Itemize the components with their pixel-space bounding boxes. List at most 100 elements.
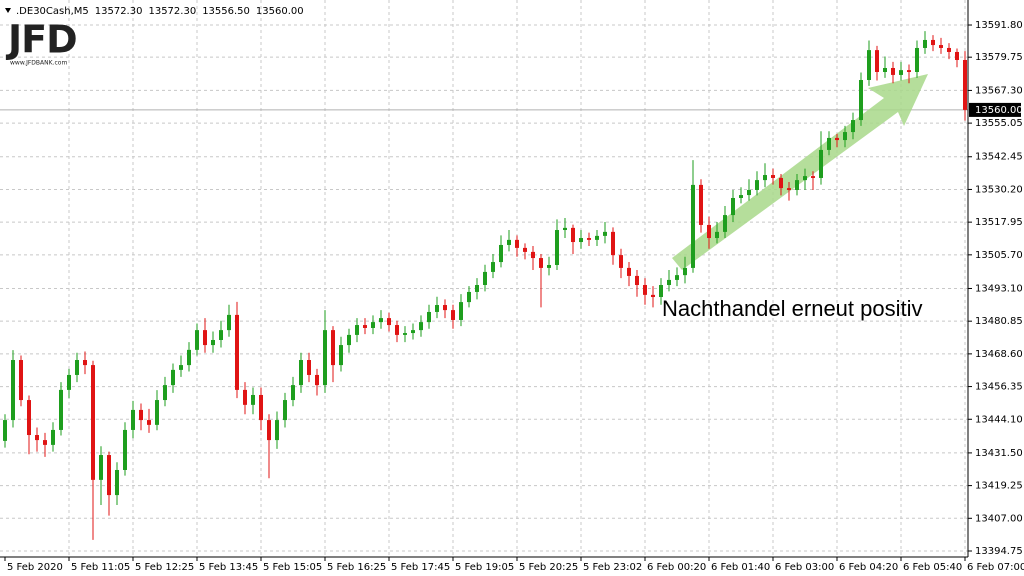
y-tick-label: 13480.85 (975, 316, 1023, 327)
y-tick-label: 13505.70 (975, 250, 1023, 261)
x-tick-label: 6 Feb 07:00 (967, 562, 1024, 573)
x-tick-label: 6 Feb 01:40 (711, 562, 770, 573)
candle-body (83, 360, 87, 366)
candle-body (371, 322, 375, 328)
candle-body (859, 80, 863, 121)
candle-body (611, 231, 615, 256)
candle-body (427, 311, 431, 323)
candle-body (931, 39, 935, 46)
candle-body (699, 184, 703, 225)
candle-body (331, 330, 335, 366)
candle-body (739, 195, 743, 198)
candle-body (899, 70, 903, 75)
candle-body (795, 180, 799, 190)
candle-body (851, 120, 855, 133)
candle-body (363, 325, 367, 328)
candle-body (179, 365, 183, 370)
candle-body (883, 67, 887, 72)
candle-body (19, 360, 23, 401)
candle-body (955, 51, 959, 60)
candle-body (499, 244, 503, 263)
candle-body (387, 318, 391, 326)
candle-body (51, 429, 55, 445)
candle-body (555, 230, 559, 265)
annotation: Nachthandel erneut positiv (662, 296, 923, 321)
x-tick-label: 5 Feb 12:25 (135, 562, 194, 573)
x-tick-label: 6 Feb 03:00 (775, 562, 834, 573)
candle-body (139, 409, 143, 421)
x-tick-label: 5 Feb 16:25 (327, 562, 386, 573)
symbol: .DE30Cash,M5 (16, 6, 89, 17)
candle-body (491, 262, 495, 272)
y-tick-label: 13407.00 (975, 513, 1023, 524)
header: .DE30Cash,M5 13572.30 13572.30 13556.50 1356… (16, 6, 304, 17)
candle-body (683, 267, 687, 276)
candle-body (643, 285, 647, 295)
y-tick-label: 13394.75 (975, 546, 1023, 557)
candle-body (571, 227, 575, 243)
candle-body (523, 247, 527, 252)
candle-body (227, 314, 231, 331)
header-value: 13556.50 (202, 6, 250, 17)
candle-body (467, 291, 471, 303)
candle-body (803, 176, 807, 181)
candle-body (835, 137, 839, 141)
candle-body (3, 420, 7, 441)
candle-body (315, 374, 319, 386)
candle-body (915, 47, 919, 72)
candle-body (147, 420, 151, 425)
y-tick-label: 13419.25 (975, 481, 1023, 492)
candle-body (755, 180, 759, 190)
candle-body (691, 184, 695, 268)
candles (3, 31, 967, 540)
axes: 13591.80 13579.75 13567.30 13555.05 13542.45… (4, 20, 1024, 573)
x-tick-label: 5 Feb 23:02 (583, 562, 642, 573)
candle-body (627, 267, 631, 276)
candle-body (299, 360, 303, 386)
candle-body (843, 132, 847, 141)
candle-body (811, 176, 815, 178)
candle-body (635, 275, 639, 286)
candle-body (339, 345, 343, 366)
candle-body (435, 305, 439, 312)
candle-body (43, 440, 47, 445)
y-tick-label: 13555.05 (975, 118, 1023, 129)
y-tick-label: 13468.60 (975, 349, 1023, 360)
y-tick-label: 13444.10 (975, 414, 1023, 425)
x-tick-label: 6 Feb 00:20 (647, 562, 706, 573)
candle-body (539, 258, 543, 268)
y-tick-label: 13591.80 (975, 20, 1023, 31)
candle-body (531, 251, 535, 259)
candle-body (827, 137, 831, 150)
candle-body (939, 45, 943, 48)
candle-body (907, 70, 911, 72)
candle-body (347, 334, 351, 346)
x-tick-label: 6 Feb 04:20 (839, 562, 898, 573)
candle-body (123, 429, 127, 470)
y-tick-label: 13493.10 (975, 283, 1023, 294)
candle-body (723, 215, 727, 232)
candle-body (283, 400, 287, 421)
candle-body (891, 67, 895, 75)
candle-body (379, 318, 383, 323)
candle-body (211, 339, 215, 346)
candle-body (115, 469, 119, 496)
candle-body (451, 310, 455, 320)
candle-body (411, 330, 415, 334)
candle-body (251, 394, 255, 405)
candle-body (131, 409, 135, 430)
menu-triangle[interactable] (5, 8, 11, 13)
candle-body (187, 349, 191, 366)
y-tick-label: 13456.35 (975, 382, 1023, 393)
candle-body (947, 47, 951, 52)
candle-body (771, 175, 775, 178)
candle-body (395, 325, 399, 335)
candle-body (651, 294, 655, 298)
candle-body (291, 385, 295, 401)
candle-body (91, 365, 95, 480)
header-value: 13572.30 (95, 6, 143, 17)
last-price-label: 13560.00 (975, 105, 1023, 116)
candle-body (819, 149, 823, 178)
candle-body (99, 455, 103, 480)
